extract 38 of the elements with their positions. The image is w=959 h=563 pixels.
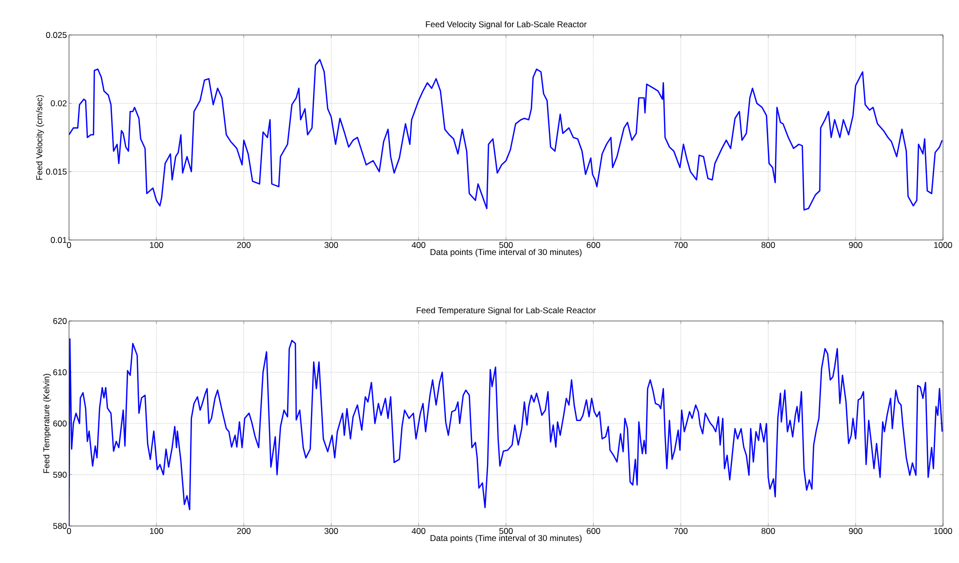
y-tick-label: 620	[53, 318, 67, 324]
y-tick-label: 600	[53, 420, 67, 426]
line-series	[69, 338, 943, 526]
x-tick-label: 500	[499, 242, 513, 248]
x-tick-label: 100	[150, 242, 164, 248]
y-tick-label: 0.025	[46, 32, 67, 38]
x-tick-label: 600	[586, 242, 600, 248]
x-tick-label: 600	[586, 528, 600, 534]
y-tick-label: 580	[53, 522, 67, 529]
x-tick-label: 900	[848, 242, 862, 248]
x-tick-label: 1000	[934, 242, 952, 248]
y-tick-label: 0.02	[50, 100, 67, 106]
chart-title: Feed Temperature Signal for Lab-Scale Reactor	[416, 307, 596, 315]
x-tick-label: 800	[762, 528, 775, 534]
y-tick-label: 590	[53, 472, 67, 478]
x-axis-title: Data points (Time interval of 30 minutes)	[430, 534, 582, 543]
y-axis-title: Feed Velocity (cm/sec)	[36, 95, 44, 180]
y-axis-title: Feed Temperature (Kelvin)	[43, 374, 52, 473]
x-tick-label: 700	[674, 242, 688, 248]
x-tick-label: 0	[66, 528, 72, 534]
x-tick-label: 300	[324, 528, 338, 534]
x-tick-label: 400	[412, 242, 426, 248]
y-tick-label: 0.01	[50, 236, 67, 243]
x-tick-label: 200	[237, 528, 251, 534]
x-tick-label: 900	[848, 528, 862, 534]
x-tick-label: 1000	[934, 528, 952, 534]
y-tick-label: 0.015	[46, 168, 67, 175]
x-tick-label: 400	[412, 528, 426, 534]
x-tick-label: 100	[150, 528, 164, 534]
y-tick-label: 610	[53, 369, 67, 376]
x-tick-label: 200	[237, 242, 251, 248]
x-tick-label: 800	[762, 242, 775, 248]
x-tick-label: 500	[499, 528, 513, 534]
x-tick-label: 700	[674, 528, 688, 534]
x-axis-title: Data points (Time interval of 30 minutes)	[430, 248, 582, 257]
x-tick-label: 0	[66, 242, 72, 248]
x-tick-label: 300	[324, 242, 338, 248]
chart-title: Feed Velocity Signal for Lab-Scale Reactor	[426, 21, 587, 29]
